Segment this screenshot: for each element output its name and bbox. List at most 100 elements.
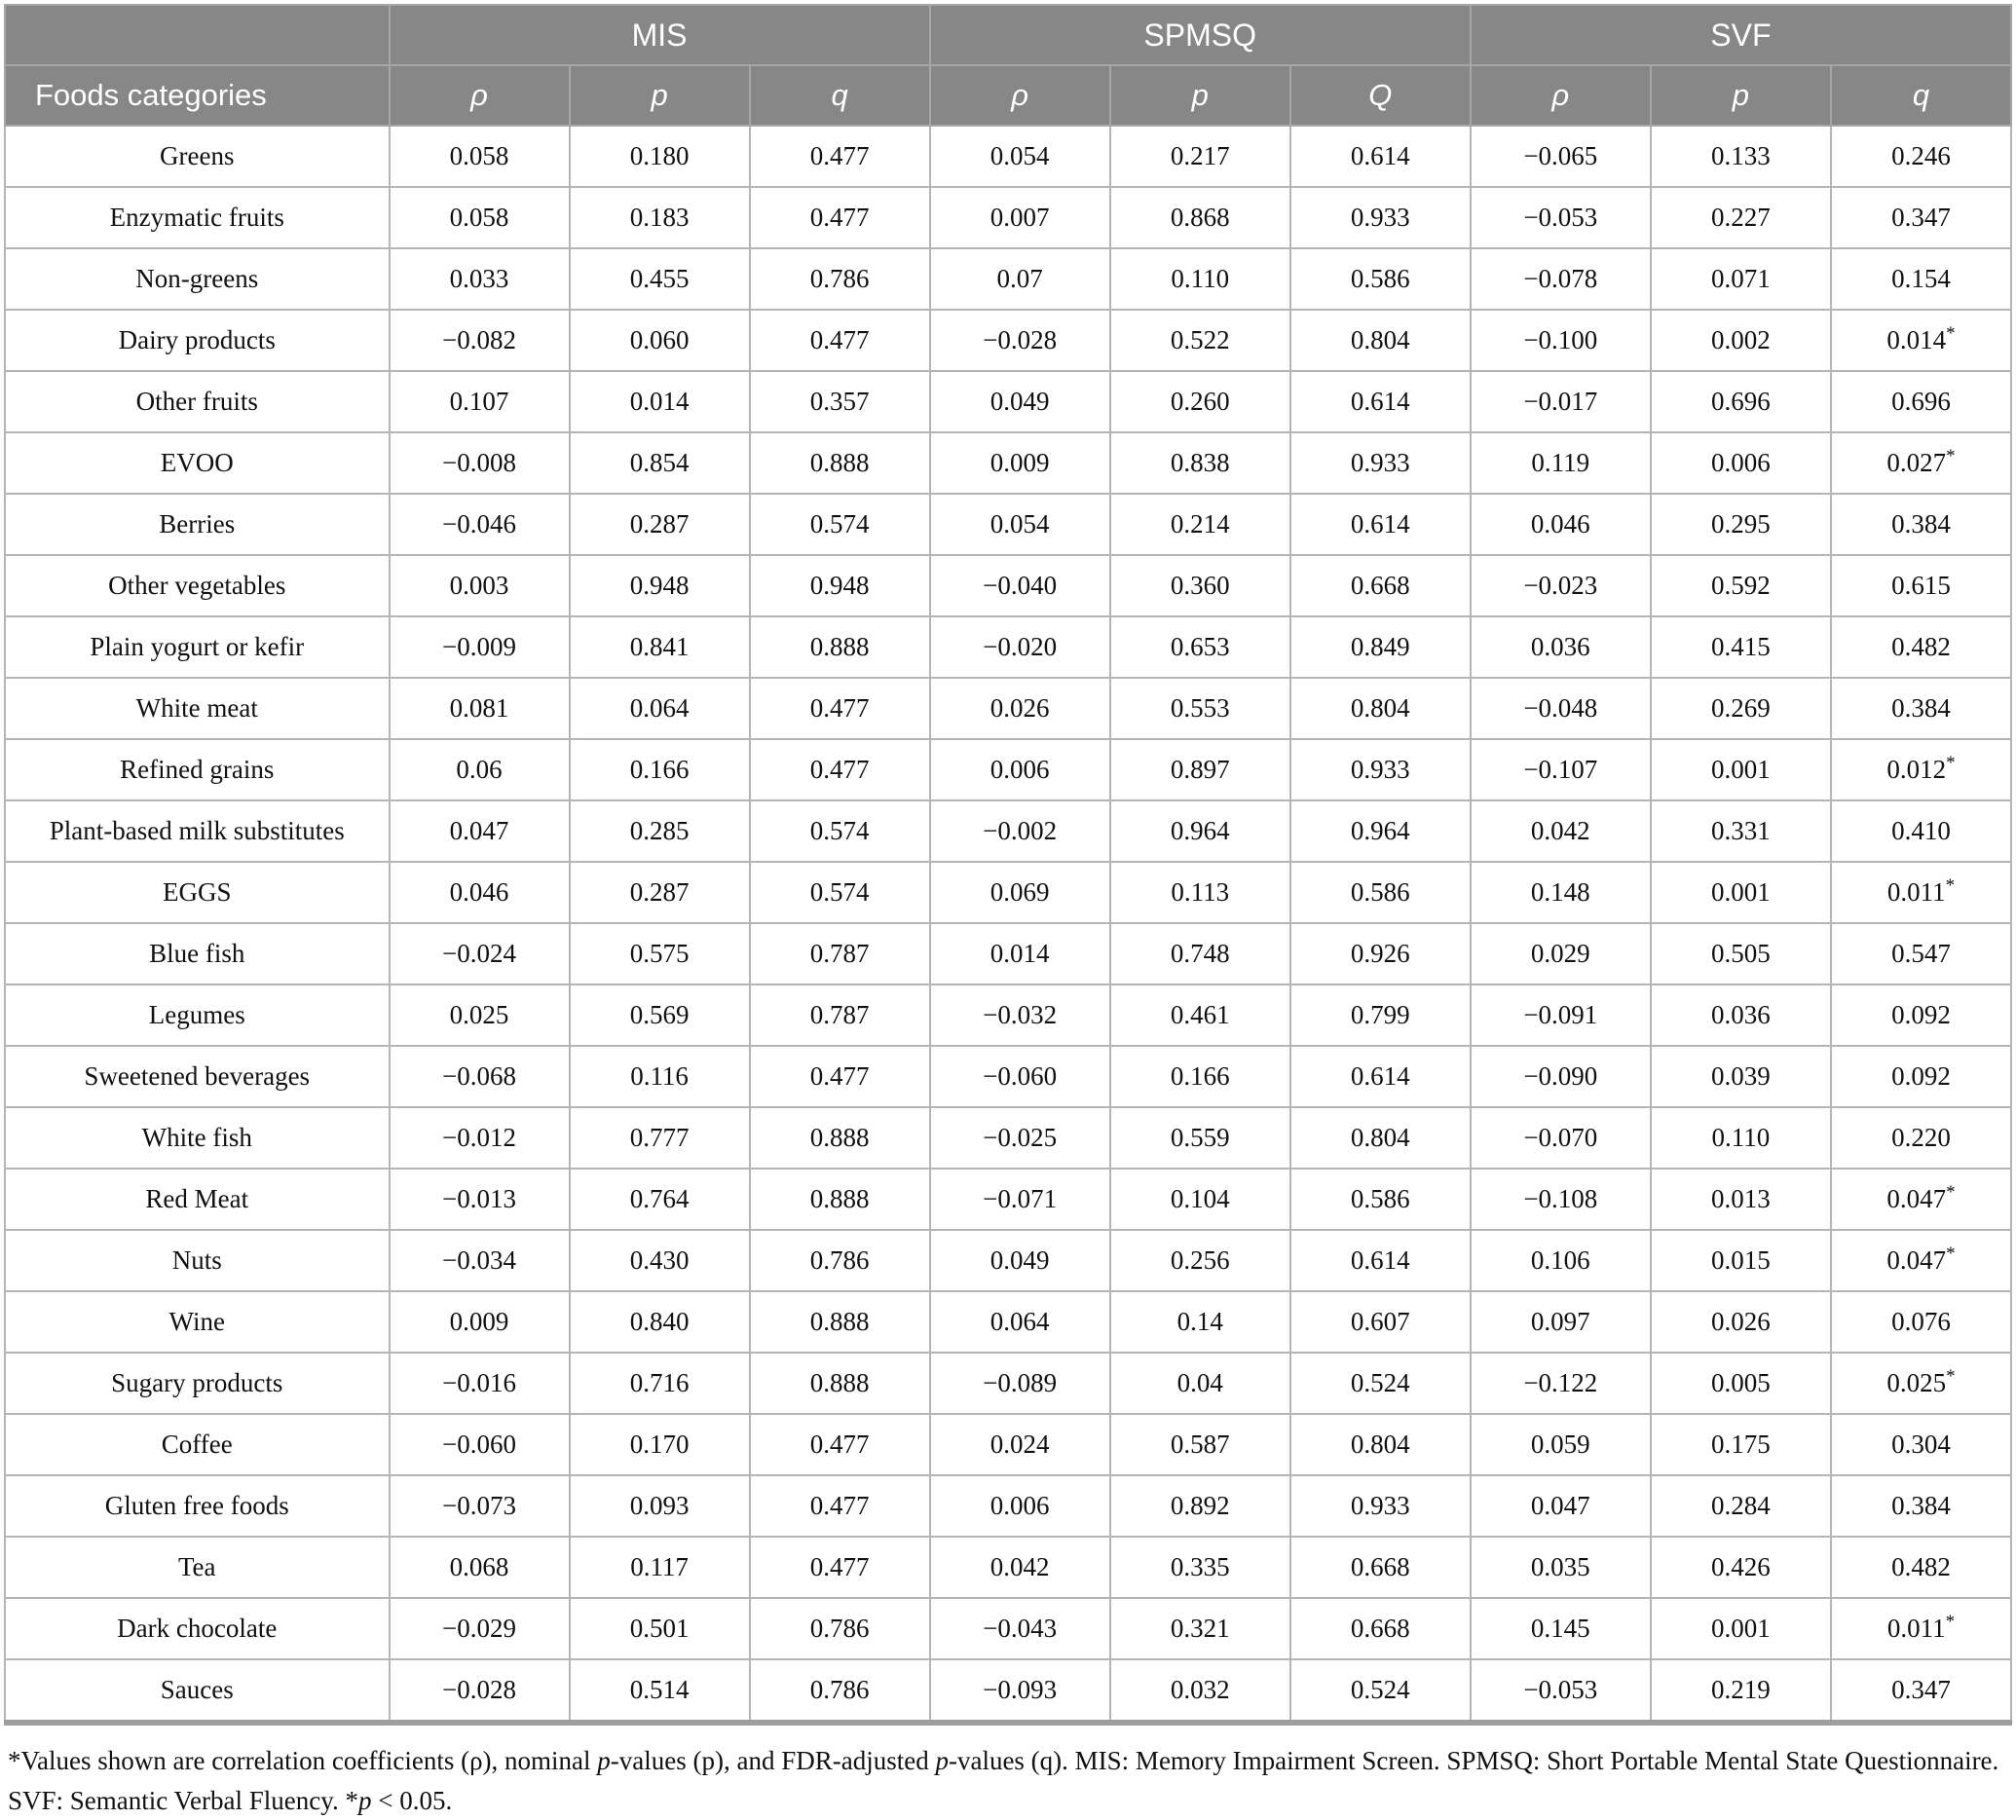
value-cell: 0.042 [928, 1536, 1111, 1599]
value-cell: 0.461 [1108, 984, 1291, 1047]
value-cell: −0.065 [1469, 125, 1652, 188]
value-cell: −0.078 [1469, 247, 1652, 311]
value-cell: 0.014 [928, 922, 1111, 985]
table-row: Dark chocolate −0.029 0.501 0.786 −0.043 0.32… [4, 1597, 2013, 1660]
value-cell: 0.384 [1829, 1474, 2013, 1538]
corner-cell [4, 4, 391, 66]
value-cell: 0.110 [1108, 247, 1291, 311]
value-cell: 0.854 [568, 431, 751, 495]
value-cell: 0.696 [1649, 370, 1832, 433]
value-cell: 0.175 [1649, 1413, 1832, 1476]
value-cell: 0.015 [1649, 1229, 1832, 1292]
value-cell: −0.024 [388, 922, 571, 985]
value-cell: 0.047 [1469, 1474, 1652, 1538]
value-cell: 0.553 [1108, 677, 1291, 740]
value-cell: 0.032 [1108, 1658, 1291, 1724]
value-cell: 0.049 [928, 1229, 1111, 1292]
value-cell: 0.069 [928, 861, 1111, 924]
value-cell: −0.023 [1469, 554, 1652, 617]
value-cell: −0.053 [1469, 186, 1652, 249]
value-cell: −0.053 [1469, 1658, 1652, 1724]
value-cell: 0.007 [928, 186, 1111, 249]
value-cell: 0.888 [748, 615, 931, 679]
value-cell: −0.089 [928, 1352, 1111, 1415]
value-cell: 0.058 [388, 125, 571, 188]
row-label: Sweetened beverages [4, 1045, 391, 1108]
value-cell: 0.574 [748, 493, 931, 556]
value-cell: 0.587 [1108, 1413, 1291, 1476]
value-cell: 0.849 [1288, 615, 1472, 679]
table-row: Dairy products −0.082 0.060 0.477 −0.028 0.52… [4, 309, 2013, 372]
table-row: Sweetened beverages −0.068 0.116 0.477 −0.06… [4, 1045, 2013, 1108]
value-cell: −0.071 [928, 1168, 1111, 1231]
value-cell: 0.014 [568, 370, 751, 433]
value-cell: 0.076 [1829, 1290, 2013, 1354]
table-row: White meat 0.081 0.064 0.477 0.026 0.553 0.804… [4, 677, 2013, 740]
value-cell: −0.008 [388, 431, 571, 495]
row-label: Greens [4, 125, 391, 188]
value-cell: −0.034 [388, 1229, 571, 1292]
table-row: Refined grains 0.06 0.166 0.477 0.006 0.897 0.… [4, 738, 2013, 801]
value-cell: 0.217 [1108, 125, 1291, 188]
value-cell: 0.668 [1288, 554, 1472, 617]
value-cell: 0.786 [748, 1229, 931, 1292]
value-cell: 0.804 [1288, 309, 1472, 372]
value-cell: −0.032 [928, 984, 1111, 1047]
value-cell: 0.006 [1649, 431, 1832, 495]
value-cell: 0.933 [1288, 186, 1472, 249]
correlations-table: MIS SPMSQ SVF Foods categories ρ p q ρ p… [4, 4, 2013, 1726]
value-cell: −0.028 [928, 309, 1111, 372]
value-cell: 0.477 [748, 677, 931, 740]
value-cell: 0.284 [1649, 1474, 1832, 1538]
row-label: Other vegetables [4, 554, 391, 617]
value-cell: 0.002 [1649, 309, 1832, 372]
col-header-spmsq-rho: ρ [928, 64, 1111, 127]
value-cell: 0.799 [1288, 984, 1472, 1047]
value-cell: 0.524 [1288, 1352, 1472, 1415]
value-cell: −0.013 [388, 1168, 571, 1231]
value-cell: 0.14 [1108, 1290, 1291, 1354]
value-cell: 0.501 [568, 1597, 751, 1660]
value-cell: 0.586 [1288, 1168, 1472, 1231]
value-cell: 0.060 [568, 309, 751, 372]
row-label: EGGS [4, 861, 391, 924]
table-row: Gluten free foods −0.073 0.093 0.477 0.006 0.… [4, 1474, 2013, 1538]
value-cell: 0.786 [748, 1658, 931, 1724]
col-header-spmsq-q: Q [1288, 64, 1472, 127]
value-cell: 0.104 [1108, 1168, 1291, 1231]
value-cell: 0.838 [1108, 431, 1291, 495]
table-row: EGGS 0.046 0.287 0.574 0.069 0.113 0.586 0.148 0… [4, 861, 2013, 924]
value-cell: 0.304 [1829, 1413, 2013, 1476]
value-cell: 0.547 [1829, 922, 2013, 985]
value-cell: 0.260 [1108, 370, 1291, 433]
table-row: Blue fish −0.024 0.575 0.787 0.014 0.748 0.926… [4, 922, 2013, 985]
value-cell: −0.028 [388, 1658, 571, 1724]
value-cell: 0.093 [568, 1474, 751, 1538]
value-cell: 0.668 [1288, 1597, 1472, 1660]
row-label: Gluten free foods [4, 1474, 391, 1538]
footnote-segment: < 0.05. [371, 1785, 453, 1815]
value-cell: 0.888 [748, 1106, 931, 1170]
value-cell: 0.106 [1469, 1229, 1652, 1292]
col-header-mis-q: q [748, 64, 931, 127]
value-cell: 0.009 [928, 431, 1111, 495]
value-cell: 0.246 [1829, 125, 2013, 188]
value-cell: 0.455 [568, 247, 751, 311]
value-cell: 0.046 [388, 861, 571, 924]
value-cell: 0.059 [1469, 1413, 1652, 1476]
value-cell: 0.892 [1108, 1474, 1291, 1538]
value-cell: 0.006 [928, 738, 1111, 801]
value-cell: 0.840 [568, 1290, 751, 1354]
value-cell: 0.256 [1108, 1229, 1291, 1292]
value-cell: −0.020 [928, 615, 1111, 679]
value-cell: 0.024 [928, 1413, 1111, 1476]
value-cell: 0.384 [1829, 493, 2013, 556]
value-cell: 0.047* [1829, 1168, 2013, 1231]
value-cell: 0.514 [568, 1658, 751, 1724]
value-cell: 0.933 [1288, 738, 1472, 801]
value-cell: 0.035 [1469, 1536, 1652, 1599]
footnote-segment: *Values shown are correlation coefficien… [8, 1746, 598, 1775]
significance-asterisk: * [1946, 323, 1956, 344]
table-row: Enzymatic fruits 0.058 0.183 0.477 0.007 0.86… [4, 186, 2013, 249]
table-row: Non-greens 0.033 0.455 0.786 0.07 0.110 0.586−… [4, 247, 2013, 311]
